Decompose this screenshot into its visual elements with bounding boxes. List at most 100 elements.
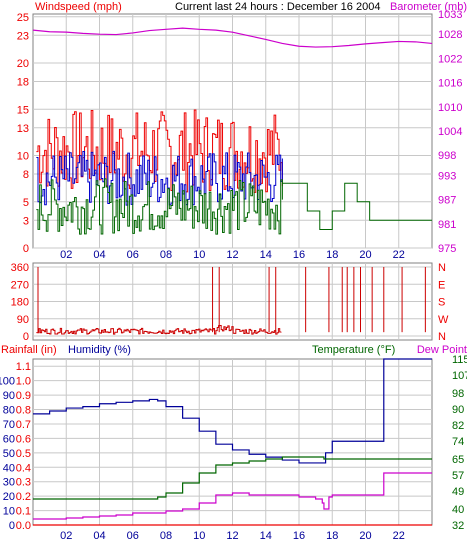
rainfall-tick: 0.5	[16, 448, 31, 460]
temperature-tick: 65	[452, 454, 464, 466]
direction-tick: 180	[11, 297, 29, 309]
panel1-x-tick: 14	[260, 249, 272, 261]
windspeed-tick: 18	[17, 77, 29, 89]
humidity-tick: 0	[9, 520, 15, 532]
panel3-x-tick: 12	[226, 530, 238, 542]
wind-direction-series	[36, 267, 426, 335]
panel1-x-tick: 08	[160, 249, 172, 261]
rainfall-tick: 1.0	[16, 376, 31, 388]
windspeed-tick: 3	[23, 215, 29, 227]
barometer-tick: 981	[438, 219, 456, 231]
barometer-tick: 998	[438, 150, 456, 162]
temperature-tick: 90	[452, 404, 464, 416]
windspeed-tick-labels: 0 3 5 8 10 13 15 18 20 23 25	[17, 12, 29, 255]
barometer-tick: 1022	[438, 53, 462, 65]
chart-title: Current last 24 hours : December 16 2004	[175, 1, 380, 13]
dewpoint-axis-label: Dew Point	[417, 344, 467, 356]
wind-minimum-line	[36, 178, 283, 235]
temperature-tick-labels: 32 40 49 57 65 74 82 90 98 107 115	[452, 354, 467, 532]
rainfall-tick: 0.8	[16, 405, 31, 417]
temperature-tick: 115	[452, 354, 467, 366]
humidity-tick: 50	[3, 448, 15, 460]
windspeed-tick: 13	[17, 123, 29, 135]
panel1-x-tick: 06	[127, 249, 139, 261]
rainfall-tick: 0.1	[16, 506, 31, 518]
compass-label: N	[438, 331, 446, 343]
temperature-tick: 49	[452, 486, 464, 498]
rainfall-tick: 0.7	[16, 419, 31, 431]
panel3-x-tick: 04	[93, 530, 105, 542]
windspeed-axis-label: Windspeed (mph)	[35, 1, 122, 13]
rainfall-tick: 0.4	[16, 462, 31, 474]
direction-tick: 0	[23, 331, 29, 343]
windspeed-tick: 15	[17, 104, 29, 116]
panel3-x-tick: 20	[359, 530, 371, 542]
panel1-x-tick: 16	[293, 249, 305, 261]
barometer-tick: 1004	[438, 126, 462, 138]
panel2-grid	[33, 263, 432, 340]
windspeed-tick: 25	[17, 12, 29, 24]
wind-late-line	[282, 182, 432, 231]
temperature-tick: 107	[452, 370, 467, 382]
humidity-line	[33, 358, 432, 464]
barometer-tick: 993	[438, 170, 456, 182]
wind-gust-line	[36, 109, 283, 193]
humidity-tick: 20	[3, 491, 15, 503]
rainfall-tick: 0.6	[16, 433, 31, 445]
windspeed-tick: 0	[23, 243, 29, 255]
direction-tick: 90	[17, 314, 29, 326]
temperature-tick: 74	[452, 436, 464, 448]
direction-tick-labels: 0 90 180 270 360	[11, 262, 29, 343]
temperature-tick: 40	[452, 504, 464, 516]
barometer-tick: 1033	[438, 9, 462, 21]
direction-tick: 360	[11, 262, 29, 274]
panel3-x-tick-labels: 02 04 06 08 10 12 14 16 18 20 22	[60, 530, 405, 542]
compass-label: S	[438, 297, 445, 309]
humidity-tick-labels: 0 10 20 30 40 50 60 70 80 90 100	[0, 376, 15, 532]
rainfall-tick: 0.0	[16, 520, 31, 532]
barometer-tick-labels: 975 981 987 993 998 1004 1010 1016 1022 1028 1033	[438, 9, 462, 255]
panel3-x-tick: 08	[160, 530, 172, 542]
compass-label: E	[438, 279, 445, 291]
rainfall-axis-label: Rainfall (in)	[1, 344, 57, 356]
humidity-tick: 30	[3, 477, 15, 489]
humidity-tick: 70	[3, 419, 15, 431]
barometer-axis-label: Barometer (mb)	[390, 1, 467, 13]
compass-label: N	[438, 262, 446, 274]
panel1-x-tick: 18	[326, 249, 338, 261]
dew-point-line	[33, 472, 432, 520]
panel3-x-tick: 18	[326, 530, 338, 542]
humidity-tick: 100	[0, 376, 15, 388]
rainfall-tick: 1.1	[16, 361, 31, 373]
temperature-tick: 32	[452, 520, 464, 532]
barometer-tick: 1028	[438, 29, 462, 41]
direction-tick: 270	[11, 279, 29, 291]
windspeed-tick: 10	[17, 151, 29, 163]
temperature-tick: 57	[452, 470, 464, 482]
humidity-tick: 40	[3, 462, 15, 474]
rainfall-tick: 0.3	[16, 477, 31, 489]
wind-average-line	[36, 150, 283, 206]
barometer-line	[32, 27, 433, 48]
temperature-axis-label: Temperature (°F)	[312, 344, 395, 356]
compass-label: W	[438, 314, 449, 326]
rainfall-tick: 0.9	[16, 390, 31, 402]
rainfall-tick-labels: 0.0 0.1 0.2 0.3 0.4 0.5 0.6 0.7 0.8 0.9 1.0 1.1	[16, 361, 31, 532]
panel1-x-tick: 02	[60, 249, 72, 261]
barometer-tick: 1010	[438, 102, 462, 114]
barometer-tick: 975	[438, 243, 456, 255]
panel1-x-tick: 04	[93, 249, 105, 261]
panel3-x-tick: 22	[393, 530, 405, 542]
panel3-x-tick: 06	[127, 530, 139, 542]
panel3-x-tick: 16	[293, 530, 305, 542]
humidity-tick: 60	[3, 433, 15, 445]
rainfall-tick: 0.2	[16, 491, 31, 503]
windspeed-tick: 20	[17, 58, 29, 70]
humidity-tick: 10	[3, 506, 15, 518]
panel1-grid	[33, 14, 432, 249]
panel1-x-tick-labels: 02 04 06 08 10 12 14 16 18 20 22	[60, 249, 405, 261]
windspeed-tick: 8	[23, 169, 29, 181]
panel3-series	[33, 358, 432, 526]
temperature-tick: 82	[452, 420, 464, 432]
